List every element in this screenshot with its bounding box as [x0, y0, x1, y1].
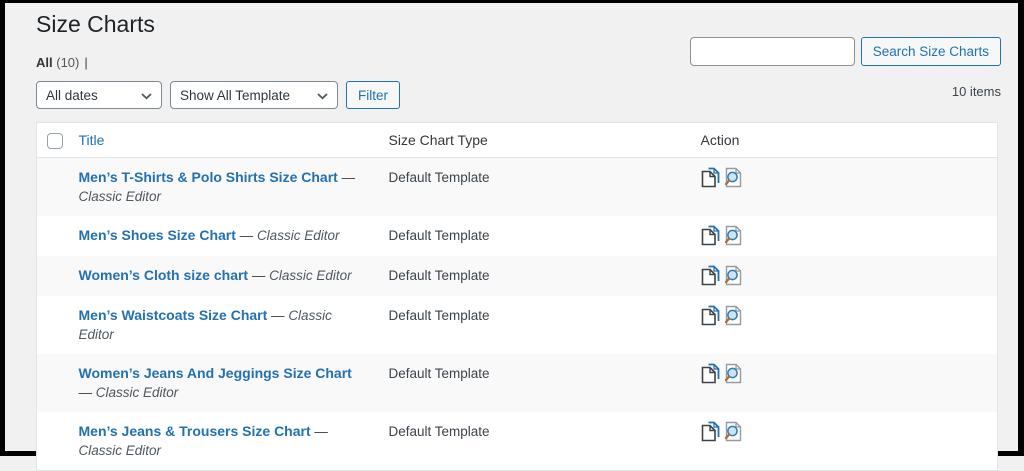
filter-row: All dates Show All Template Filter [36, 81, 1001, 109]
row-title-cell: Men’s Waistcoats Size Chart — Classic Ed… [79, 296, 379, 354]
editor-state-label: Classic Editor [78, 443, 162, 458]
row-checkbox-cell [37, 296, 79, 354]
row-action-cell [699, 256, 998, 296]
row-action-cell [699, 216, 998, 256]
size-charts-table: Title Size Chart Type Action Men’s T-Shi… [36, 122, 998, 471]
size-chart-title-link[interactable]: Men’s Shoes Size Chart [78, 227, 236, 243]
size-chart-title-link[interactable]: Women’s Cloth size chart [78, 267, 249, 283]
row-action-cell [699, 412, 998, 471]
row-title-cell: Women’s Jeans And Jeggings Size Chart — … [79, 354, 379, 412]
title-state-separator: — [78, 385, 96, 400]
dates-filter-select[interactable]: All dates [36, 81, 162, 109]
template-filter-select[interactable]: Show All Template [170, 81, 338, 109]
row-actions [701, 167, 986, 188]
row-checkbox-cell [37, 158, 79, 217]
row-actions [701, 225, 986, 246]
row-type-cell: Default Template [388, 228, 490, 243]
row-type-cell: Default Template [388, 424, 490, 439]
view-all-label: All [36, 55, 53, 70]
copy-icon[interactable] [701, 225, 720, 246]
row-checkbox-cell [37, 216, 79, 256]
copy-icon[interactable] [701, 265, 720, 286]
row-title-cell: Men’s Shoes Size Chart — Classic Editor [79, 216, 379, 256]
row-actions [701, 305, 986, 326]
views-filter: All (10) | [36, 55, 1001, 71]
copy-icon[interactable] [701, 363, 720, 384]
search-box: Search Size Charts [689, 37, 1001, 66]
preview-icon[interactable] [723, 265, 743, 286]
dates-filter-value: All dates [46, 87, 98, 103]
copy-icon[interactable] [701, 421, 720, 442]
table-row: Men’s T-Shirts & Polo Shirts Size Chart … [36, 157, 998, 217]
preview-icon[interactable] [723, 421, 743, 442]
select-all-cell [36, 122, 79, 158]
size-chart-title-link[interactable]: Men’s Jeans & Trousers Size Chart [78, 423, 311, 439]
row-type-cell: Default Template [388, 308, 490, 323]
editor-state-label: Classic Editor [256, 228, 340, 243]
row-actions [701, 363, 986, 384]
title-state-separator: — [310, 424, 328, 439]
items-count: 10 items [951, 84, 1001, 99]
size-chart-title-link[interactable]: Men’s Waistcoats Size Chart [78, 307, 268, 323]
row-type-cell: Default Template [388, 268, 490, 283]
view-all-link[interactable]: All (10) [36, 55, 79, 70]
select-all-checkbox[interactable] [47, 132, 63, 149]
column-header-title: Title [78, 122, 379, 158]
preview-icon[interactable] [723, 363, 743, 384]
table-row: Women’s Jeans And Jeggings Size Chart — … [36, 354, 998, 412]
editor-state-label: Classic Editor [95, 385, 179, 400]
row-checkbox-cell [37, 354, 79, 412]
row-title-cell: Men’s T-Shirts & Polo Shirts Size Chart … [79, 158, 379, 217]
copy-icon[interactable] [701, 305, 720, 326]
row-checkbox-cell [37, 256, 79, 296]
search-size-charts-button[interactable]: Search Size Charts [860, 37, 1001, 66]
table-row: Men’s Waistcoats Size Chart — Classic Ed… [37, 296, 998, 354]
table-header: Title Size Chart Type Action [36, 122, 998, 158]
preview-icon[interactable] [723, 305, 743, 326]
chevron-down-icon [141, 88, 152, 103]
filter-button[interactable]: Filter [346, 81, 400, 109]
title-state-separator: — [248, 268, 270, 283]
column-header-action: Action [698, 122, 998, 158]
row-checkbox-cell [37, 412, 79, 471]
preview-icon[interactable] [723, 167, 743, 188]
editor-state-label: Classic Editor [269, 268, 352, 283]
size-chart-title-link[interactable]: Women’s Jeans And Jeggings Size Chart [78, 365, 352, 381]
row-actions [701, 265, 986, 286]
template-filter-value: Show All Template [180, 87, 291, 103]
row-type-cell: Default Template [388, 170, 490, 185]
views-separator: | [84, 55, 88, 70]
page-title: Size Charts [36, 11, 155, 37]
row-actions [701, 421, 986, 442]
preview-icon[interactable] [723, 225, 743, 246]
search-input[interactable] [689, 37, 855, 66]
column-header-type: Size Chart Type [378, 122, 699, 158]
row-action-cell [699, 296, 998, 354]
title-sort-link[interactable]: Title [78, 132, 105, 148]
row-action-cell [699, 158, 998, 217]
admin-page: Size Charts Search Size Charts All (10) |… [5, 3, 1018, 471]
table-row: Men’s Jeans & Trousers Size Chart — Clas… [37, 412, 998, 471]
size-chart-title-link[interactable]: Men’s T-Shirts & Polo Shirts Size Chart [78, 169, 338, 185]
table-body: Men’s T-Shirts & Polo Shirts Size Chart … [36, 157, 998, 471]
copy-icon[interactable] [701, 167, 720, 188]
chevron-down-icon [317, 88, 328, 103]
row-title-cell: Men’s Jeans & Trousers Size Chart — Clas… [79, 412, 379, 471]
row-action-cell [699, 354, 998, 412]
table-row: Women’s Cloth size chart — Classic Edito… [36, 256, 998, 296]
editor-state-label: Classic Editor [78, 308, 332, 342]
title-state-separator: — [337, 170, 356, 185]
title-state-separator: — [267, 308, 289, 323]
title-state-separator: — [235, 228, 257, 243]
editor-state-label: Classic Editor [78, 189, 162, 204]
all-count: (10) [56, 55, 80, 70]
row-type-cell: Default Template [388, 366, 490, 381]
table-row: Men’s Shoes Size Chart — Classic Editor … [37, 216, 998, 256]
row-title-cell: Women’s Cloth size chart — Classic Edito… [79, 256, 379, 296]
